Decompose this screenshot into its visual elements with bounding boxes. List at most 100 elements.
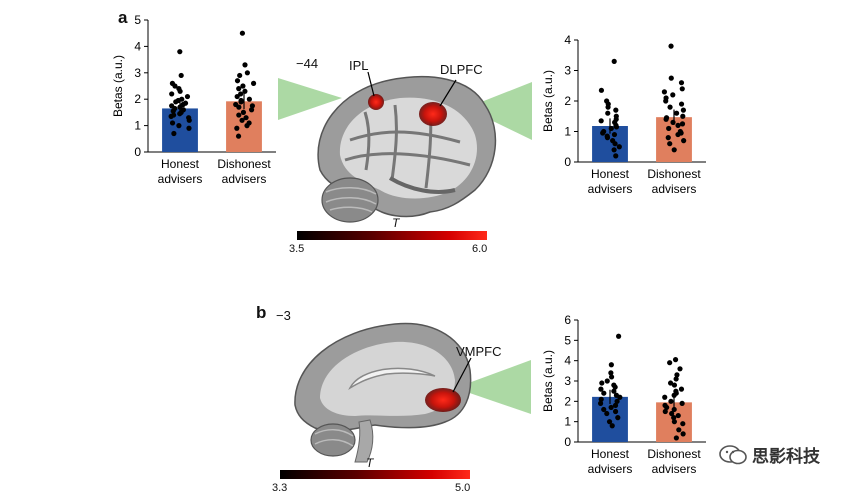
data-point — [611, 58, 617, 64]
data-point — [617, 394, 623, 400]
y-tick-label: 6 — [564, 313, 571, 327]
y-tick-label: 2 — [564, 394, 571, 408]
data-point — [668, 43, 674, 49]
data-point — [598, 396, 604, 402]
data-point — [240, 109, 247, 115]
data-point — [680, 421, 686, 427]
y-tick-label: 3 — [564, 374, 571, 388]
data-point — [615, 415, 621, 421]
data-point — [612, 402, 619, 408]
data-point — [600, 130, 606, 136]
x-tick-label: Honest — [161, 157, 200, 171]
data-point — [605, 104, 611, 110]
data-point — [608, 370, 614, 376]
y-tick-label: 4 — [134, 39, 141, 53]
colorbar-a — [297, 231, 487, 240]
activation-ipl — [368, 94, 384, 110]
y-tick-label: 3 — [134, 66, 141, 80]
data-point — [604, 410, 610, 417]
data-point — [246, 96, 252, 102]
data-point — [244, 70, 250, 76]
slice-coordinate-a: −44 — [296, 56, 319, 71]
data-point — [675, 122, 681, 128]
data-point — [679, 121, 686, 127]
data-point — [177, 49, 183, 55]
activation-dlpfc — [419, 102, 447, 126]
data-point — [178, 72, 184, 79]
y-tick-label: 4 — [564, 354, 571, 368]
y-tick-label: 4 — [564, 33, 571, 47]
data-point — [611, 388, 617, 394]
data-point — [598, 87, 605, 93]
data-point — [239, 30, 246, 36]
y-tick-label: 0 — [564, 155, 571, 169]
y-tick-label: 5 — [564, 333, 571, 347]
data-point — [235, 133, 242, 139]
data-point — [234, 125, 240, 131]
data-point — [672, 357, 679, 363]
y-tick-label: 5 — [134, 13, 141, 27]
data-point — [612, 408, 619, 415]
data-point — [670, 119, 676, 125]
slice-coordinate-b: −3 — [276, 308, 291, 323]
data-point — [237, 72, 243, 79]
data-point — [598, 386, 604, 392]
data-point — [667, 360, 673, 366]
data-point — [601, 406, 607, 413]
data-point — [177, 88, 183, 94]
data-point — [663, 98, 669, 104]
bar — [226, 101, 262, 152]
y-axis-label: Betas (a.u.) — [541, 70, 555, 132]
data-point — [679, 86, 685, 92]
x-tick-label: Dishonest — [647, 167, 701, 181]
x-tick-label: Honest — [591, 447, 630, 461]
x-tick-label: advisers — [222, 172, 267, 186]
data-point — [667, 104, 673, 110]
data-point — [677, 366, 683, 372]
data-point — [671, 415, 677, 421]
data-point — [662, 408, 668, 415]
brain-midsagittal-view — [294, 322, 531, 463]
colorbar-a-min: 3.5 — [289, 243, 305, 255]
data-point — [679, 400, 685, 406]
panel-letter-b: b — [256, 303, 267, 322]
data-point — [170, 108, 176, 114]
data-point — [680, 431, 686, 437]
brain-lateral-view — [278, 71, 532, 223]
data-point — [678, 80, 685, 86]
data-point — [616, 144, 622, 150]
data-point — [669, 410, 675, 417]
region-label-vmpfc: VMPFC — [456, 344, 502, 359]
y-tick-label: 2 — [564, 94, 571, 108]
data-point — [665, 135, 671, 141]
data-point — [248, 107, 255, 113]
data-point — [673, 435, 679, 441]
colorbar-b-max: 5.0 — [455, 482, 471, 494]
x-tick-label: Dishonest — [647, 447, 701, 461]
data-point — [671, 406, 677, 413]
data-point — [614, 398, 620, 404]
y-tick-label: 1 — [564, 125, 571, 139]
data-point — [668, 398, 674, 404]
data-point — [611, 147, 617, 153]
data-point — [236, 104, 242, 110]
data-point — [234, 93, 240, 100]
data-point — [609, 423, 615, 429]
colorbar-b-label: T — [366, 456, 374, 470]
data-point — [240, 83, 246, 89]
wechat-icon — [719, 444, 747, 464]
data-point — [662, 394, 668, 400]
data-point — [675, 131, 681, 138]
data-point — [236, 112, 242, 118]
data-point — [613, 124, 620, 130]
data-point — [604, 378, 610, 384]
data-point — [670, 92, 676, 98]
data-point — [611, 131, 618, 138]
x-tick-label: advisers — [588, 462, 633, 476]
data-point — [172, 83, 178, 89]
data-point — [667, 141, 673, 147]
data-point — [236, 86, 242, 92]
data-point — [673, 110, 680, 116]
data-point — [671, 382, 678, 388]
data-point — [671, 147, 677, 153]
